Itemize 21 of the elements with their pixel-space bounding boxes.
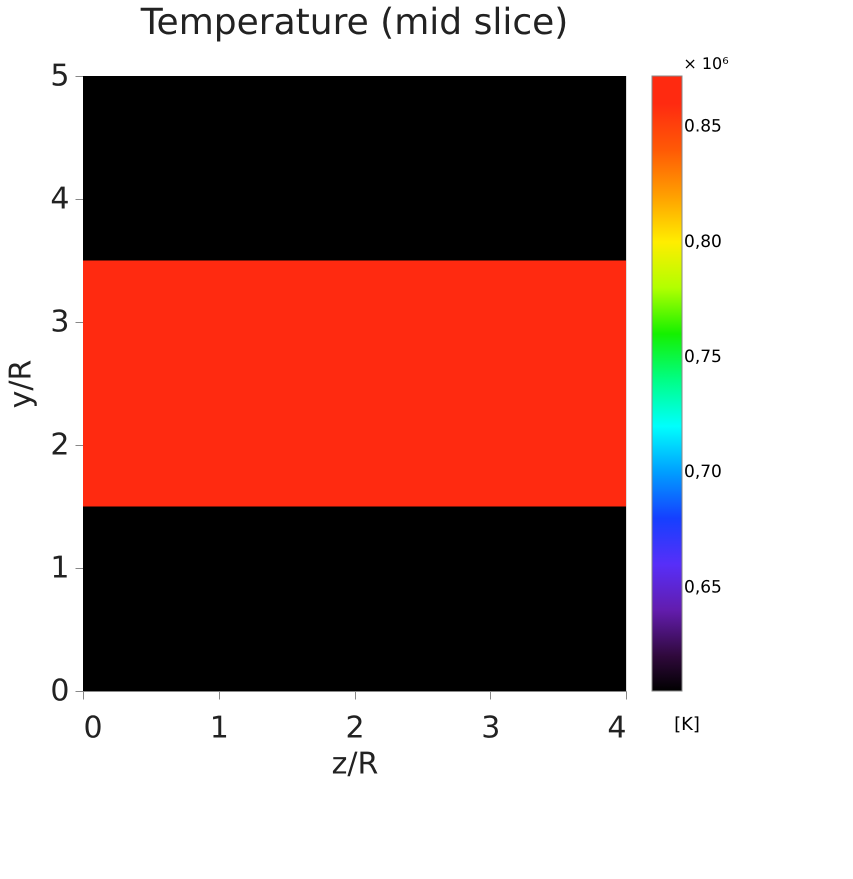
y-tick-label: 0	[50, 674, 70, 708]
color-bar-label: 0,75	[684, 347, 722, 368]
text: × 10⁶	[683, 54, 729, 73]
color-bar-label: 0,70	[684, 462, 722, 482]
x-tick-label: 2	[345, 710, 365, 746]
x-tick-label: 0	[84, 710, 103, 746]
color-bar-title: [K]	[674, 714, 700, 735]
y-axis-title: y/R	[3, 360, 38, 408]
x-tick-label: 3	[481, 710, 500, 746]
y-tick-label: 3	[50, 304, 70, 340]
color-bar-label: 0,80	[684, 232, 722, 252]
x-tick-label: 1	[210, 710, 229, 746]
color-bar-label: 0,65	[684, 577, 722, 598]
x-tick-label: 4	[607, 710, 626, 746]
y-tick-label: 2	[50, 428, 70, 462]
y-tick-label: 4	[50, 182, 70, 216]
y-tick-label: 1	[50, 550, 70, 586]
color-bar-label: 0.85	[684, 116, 722, 137]
x-axis-title: z/R	[332, 746, 378, 782]
y-tick-label: 5	[50, 58, 70, 94]
chart-title: Temperature (mid slice)	[140, 2, 568, 43]
